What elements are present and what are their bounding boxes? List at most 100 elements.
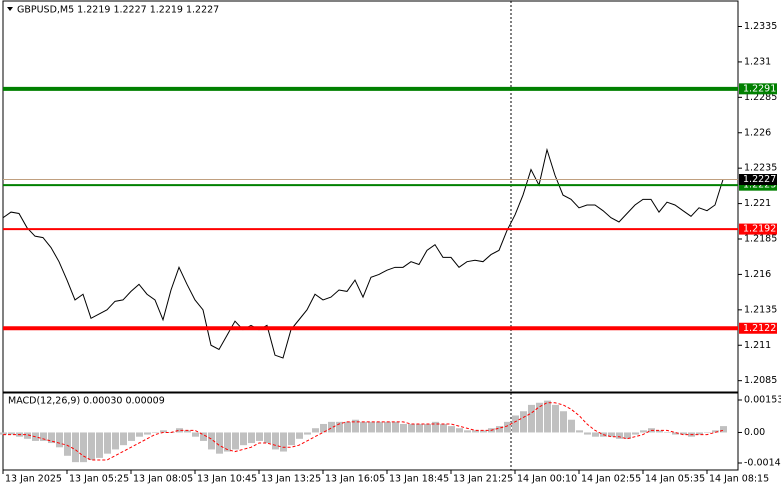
x-tick-label: 13 Jan 21:25 xyxy=(453,474,513,485)
histogram-bar xyxy=(0,432,7,435)
histogram-bar xyxy=(72,432,79,463)
histogram-bar xyxy=(296,432,303,439)
histogram-bar xyxy=(408,423,415,433)
x-tick-label: 14 Jan 00:10 xyxy=(517,474,577,485)
histogram-bar xyxy=(368,421,375,433)
y-tick-label: 1.211 xyxy=(744,340,771,351)
histogram-bar xyxy=(8,432,15,435)
histogram-bar xyxy=(536,402,543,433)
histogram-bar xyxy=(448,426,455,433)
histogram-bar xyxy=(200,432,207,441)
histogram-bar xyxy=(592,432,599,437)
histogram-bar xyxy=(672,432,679,435)
level-label-box xyxy=(739,179,777,191)
y-tick-label: 1.2135 xyxy=(744,304,777,315)
chart-title: GBPUSD,M5 1.2219 1.2227 1.2219 1.2227 xyxy=(17,5,219,16)
histogram-bar xyxy=(384,421,391,433)
y-tick-label: 1.216 xyxy=(744,269,771,280)
histogram-bar xyxy=(528,404,535,433)
histogram-bar xyxy=(104,432,111,454)
y-tick-label: 1.2085 xyxy=(744,375,777,386)
histogram-bar xyxy=(288,432,295,446)
level-label-box xyxy=(739,83,777,95)
histogram-bar xyxy=(376,421,383,433)
histogram-bar xyxy=(608,432,615,437)
menu-icon[interactable] xyxy=(7,7,13,11)
histogram-bar xyxy=(208,432,215,450)
level-label-box xyxy=(739,223,777,235)
histogram-bar xyxy=(544,400,551,433)
level-label: 1.2223 xyxy=(743,180,776,191)
histogram-bar xyxy=(496,426,503,433)
histogram-bar xyxy=(264,432,271,444)
y-tick-label: 1.221 xyxy=(744,198,771,209)
histogram-bar xyxy=(120,432,127,446)
level-label: 1.2291 xyxy=(743,83,776,94)
y-tick-label: -0.00144 xyxy=(744,458,781,469)
histogram-bar xyxy=(472,430,479,433)
histogram-bar xyxy=(560,411,567,433)
histogram-bar xyxy=(88,432,95,461)
histogram-bar xyxy=(552,404,559,433)
signal-line xyxy=(3,402,724,461)
last-price-label: 1.2227 xyxy=(743,174,776,185)
histogram-bar xyxy=(80,432,87,463)
histogram-bar xyxy=(352,419,359,433)
histogram-bar xyxy=(664,432,671,433)
histogram-bar xyxy=(720,426,727,433)
y-tick-label: 0.00 xyxy=(744,427,765,438)
histogram-bar xyxy=(192,432,199,437)
histogram-bar xyxy=(40,432,47,441)
histogram-bar xyxy=(456,428,463,433)
histogram-bar xyxy=(336,421,343,433)
histogram-bar xyxy=(712,430,719,433)
histogram-bar xyxy=(224,432,231,452)
histogram-bar xyxy=(112,432,119,450)
x-tick-label: 14 Jan 08:15 xyxy=(709,474,769,485)
histogram-bar xyxy=(232,432,239,450)
histogram-bar xyxy=(128,432,135,441)
histogram-bar xyxy=(160,430,167,433)
histogram-bar xyxy=(568,419,575,433)
macd-panel xyxy=(2,392,739,471)
histogram-bar xyxy=(320,423,327,433)
histogram-bar xyxy=(696,432,703,435)
x-tick-label: 13 Jan 16:05 xyxy=(325,474,385,485)
histogram-bar xyxy=(440,423,447,433)
indicator-title: MACD(12,26,9) 0.00030 0.00009 xyxy=(8,396,165,407)
histogram-bar xyxy=(392,421,399,433)
histogram-bar xyxy=(256,432,263,441)
y-tick-label: 1.2185 xyxy=(744,234,777,245)
histogram-bar xyxy=(136,432,143,437)
histogram-bar xyxy=(576,430,583,433)
histogram-bar xyxy=(520,411,527,433)
y-tick-label: 1.231 xyxy=(744,56,771,67)
histogram-bar xyxy=(656,430,663,433)
x-tick-label: 13 Jan 10:45 xyxy=(197,474,257,485)
histogram-bar xyxy=(464,430,471,433)
histogram-bar xyxy=(280,432,287,452)
price-line xyxy=(2,147,724,359)
histogram-bar xyxy=(184,430,191,433)
y-tick-label: 1.2335 xyxy=(744,21,777,32)
histogram-bar xyxy=(56,432,63,448)
histogram-bar xyxy=(680,432,687,435)
histogram-bar xyxy=(24,432,31,439)
x-tick-label: 13 Jan 2025 xyxy=(5,474,62,485)
y-tick-label: 1.226 xyxy=(744,127,771,138)
histogram-bar xyxy=(304,432,311,435)
last-price-box xyxy=(739,174,777,185)
histogram-bar xyxy=(640,430,647,433)
histogram-bar xyxy=(400,423,407,433)
histogram-bar xyxy=(432,421,439,433)
histogram-bar xyxy=(272,432,279,450)
histogram-bar xyxy=(360,421,367,433)
x-tick-label: 13 Jan 05:25 xyxy=(69,474,129,485)
histogram-bar xyxy=(616,432,623,439)
x-tick-label: 14 Jan 02:55 xyxy=(581,474,641,485)
histogram-bar xyxy=(512,415,519,433)
histogram-bar xyxy=(240,432,247,446)
histogram-bar xyxy=(144,432,151,435)
histogram-bar xyxy=(480,430,487,433)
